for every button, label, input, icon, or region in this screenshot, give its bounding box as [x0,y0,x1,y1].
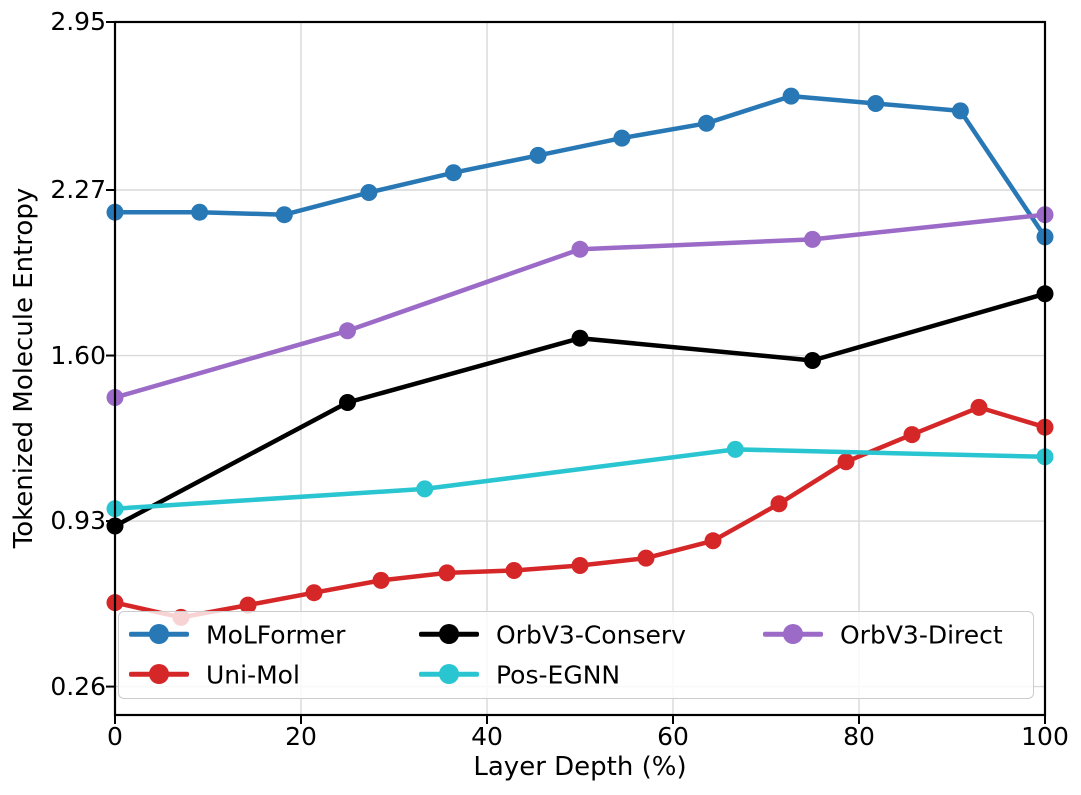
legend-marker-dot [439,624,459,644]
series-marker-orbv3-conserv [571,329,589,347]
y-tick-label: 0.26 [50,671,106,701]
series-marker-molformer [275,206,293,224]
series-marker-uni-mol [239,596,257,614]
series-marker-molformer [445,164,462,182]
series-marker-molformer [191,203,209,221]
series-marker-orbv3-direct [804,230,821,248]
x-tick-label: 100 [1021,722,1069,751]
series-marker-uni-mol [571,557,589,574]
series-marker-molformer [698,114,715,132]
series-marker-uni-mol [372,571,390,589]
legend-marker-dot [783,624,803,644]
series-line-molformer [112,93,1048,240]
x-tick-label: 0 [107,722,123,751]
legend-label: OrbV3-Direct [840,620,1003,650]
x-tick-label: 20 [285,722,317,751]
legend-marker-dot [149,664,169,684]
series-marker-orbv3-conserv [339,394,356,411]
series-marker-uni-mol [704,532,722,550]
x-tick-label: 60 [657,722,689,751]
series-marker-uni-mol [305,584,323,602]
series-marker-uni-mol [505,562,523,579]
series-marker-molformer [529,146,547,164]
series-marker-uni-mol [637,549,655,567]
legend-marker-dot [439,664,459,684]
series-marker-molformer [951,102,969,120]
series-marker-uni-mol [770,495,788,513]
series-marker-uni-mol [837,453,855,471]
y-tick-label: 0.93 [50,506,106,536]
x-tick-label: 80 [843,722,875,751]
series-marker-molformer [867,95,885,112]
y-tick-label: 2.95 [50,7,106,36]
y-tick-label: 2.27 [50,175,106,204]
series-line-orbv3-conserv [112,291,1048,529]
y-tick-label: 1.60 [50,340,106,370]
series-marker-uni-mol [438,564,456,582]
legend-label: Uni-Mol [206,660,300,690]
legend-marker-dot [149,624,169,644]
series-marker-orbv3-direct [339,322,356,340]
series-marker-pos-egnn [416,480,434,498]
x-tick-label: 40 [471,722,503,751]
series-line-pos-egnn [112,447,1048,511]
series-marker-pos-egnn [726,440,744,458]
series-marker-molformer [360,184,378,201]
x-axis-title: Layer Depth (%) [473,752,687,782]
series-marker-orbv3-conserv [804,352,821,369]
series-marker-uni-mol [903,426,921,444]
series-marker-molformer [613,129,631,147]
series-marker-uni-mol [970,398,988,416]
legend-label: MoLFormer [206,620,346,650]
legend-label: OrbV3-Conserv [496,620,686,650]
legend: MoLFormer Uni-Mol OrbV3-Conserv Pos-EGNN Orb… [118,611,1034,699]
series-marker-molformer [782,87,800,105]
legend-label: Pos-EGNN [496,660,621,690]
series-marker-orbv3-direct [571,240,589,258]
axes-box [113,20,1047,717]
